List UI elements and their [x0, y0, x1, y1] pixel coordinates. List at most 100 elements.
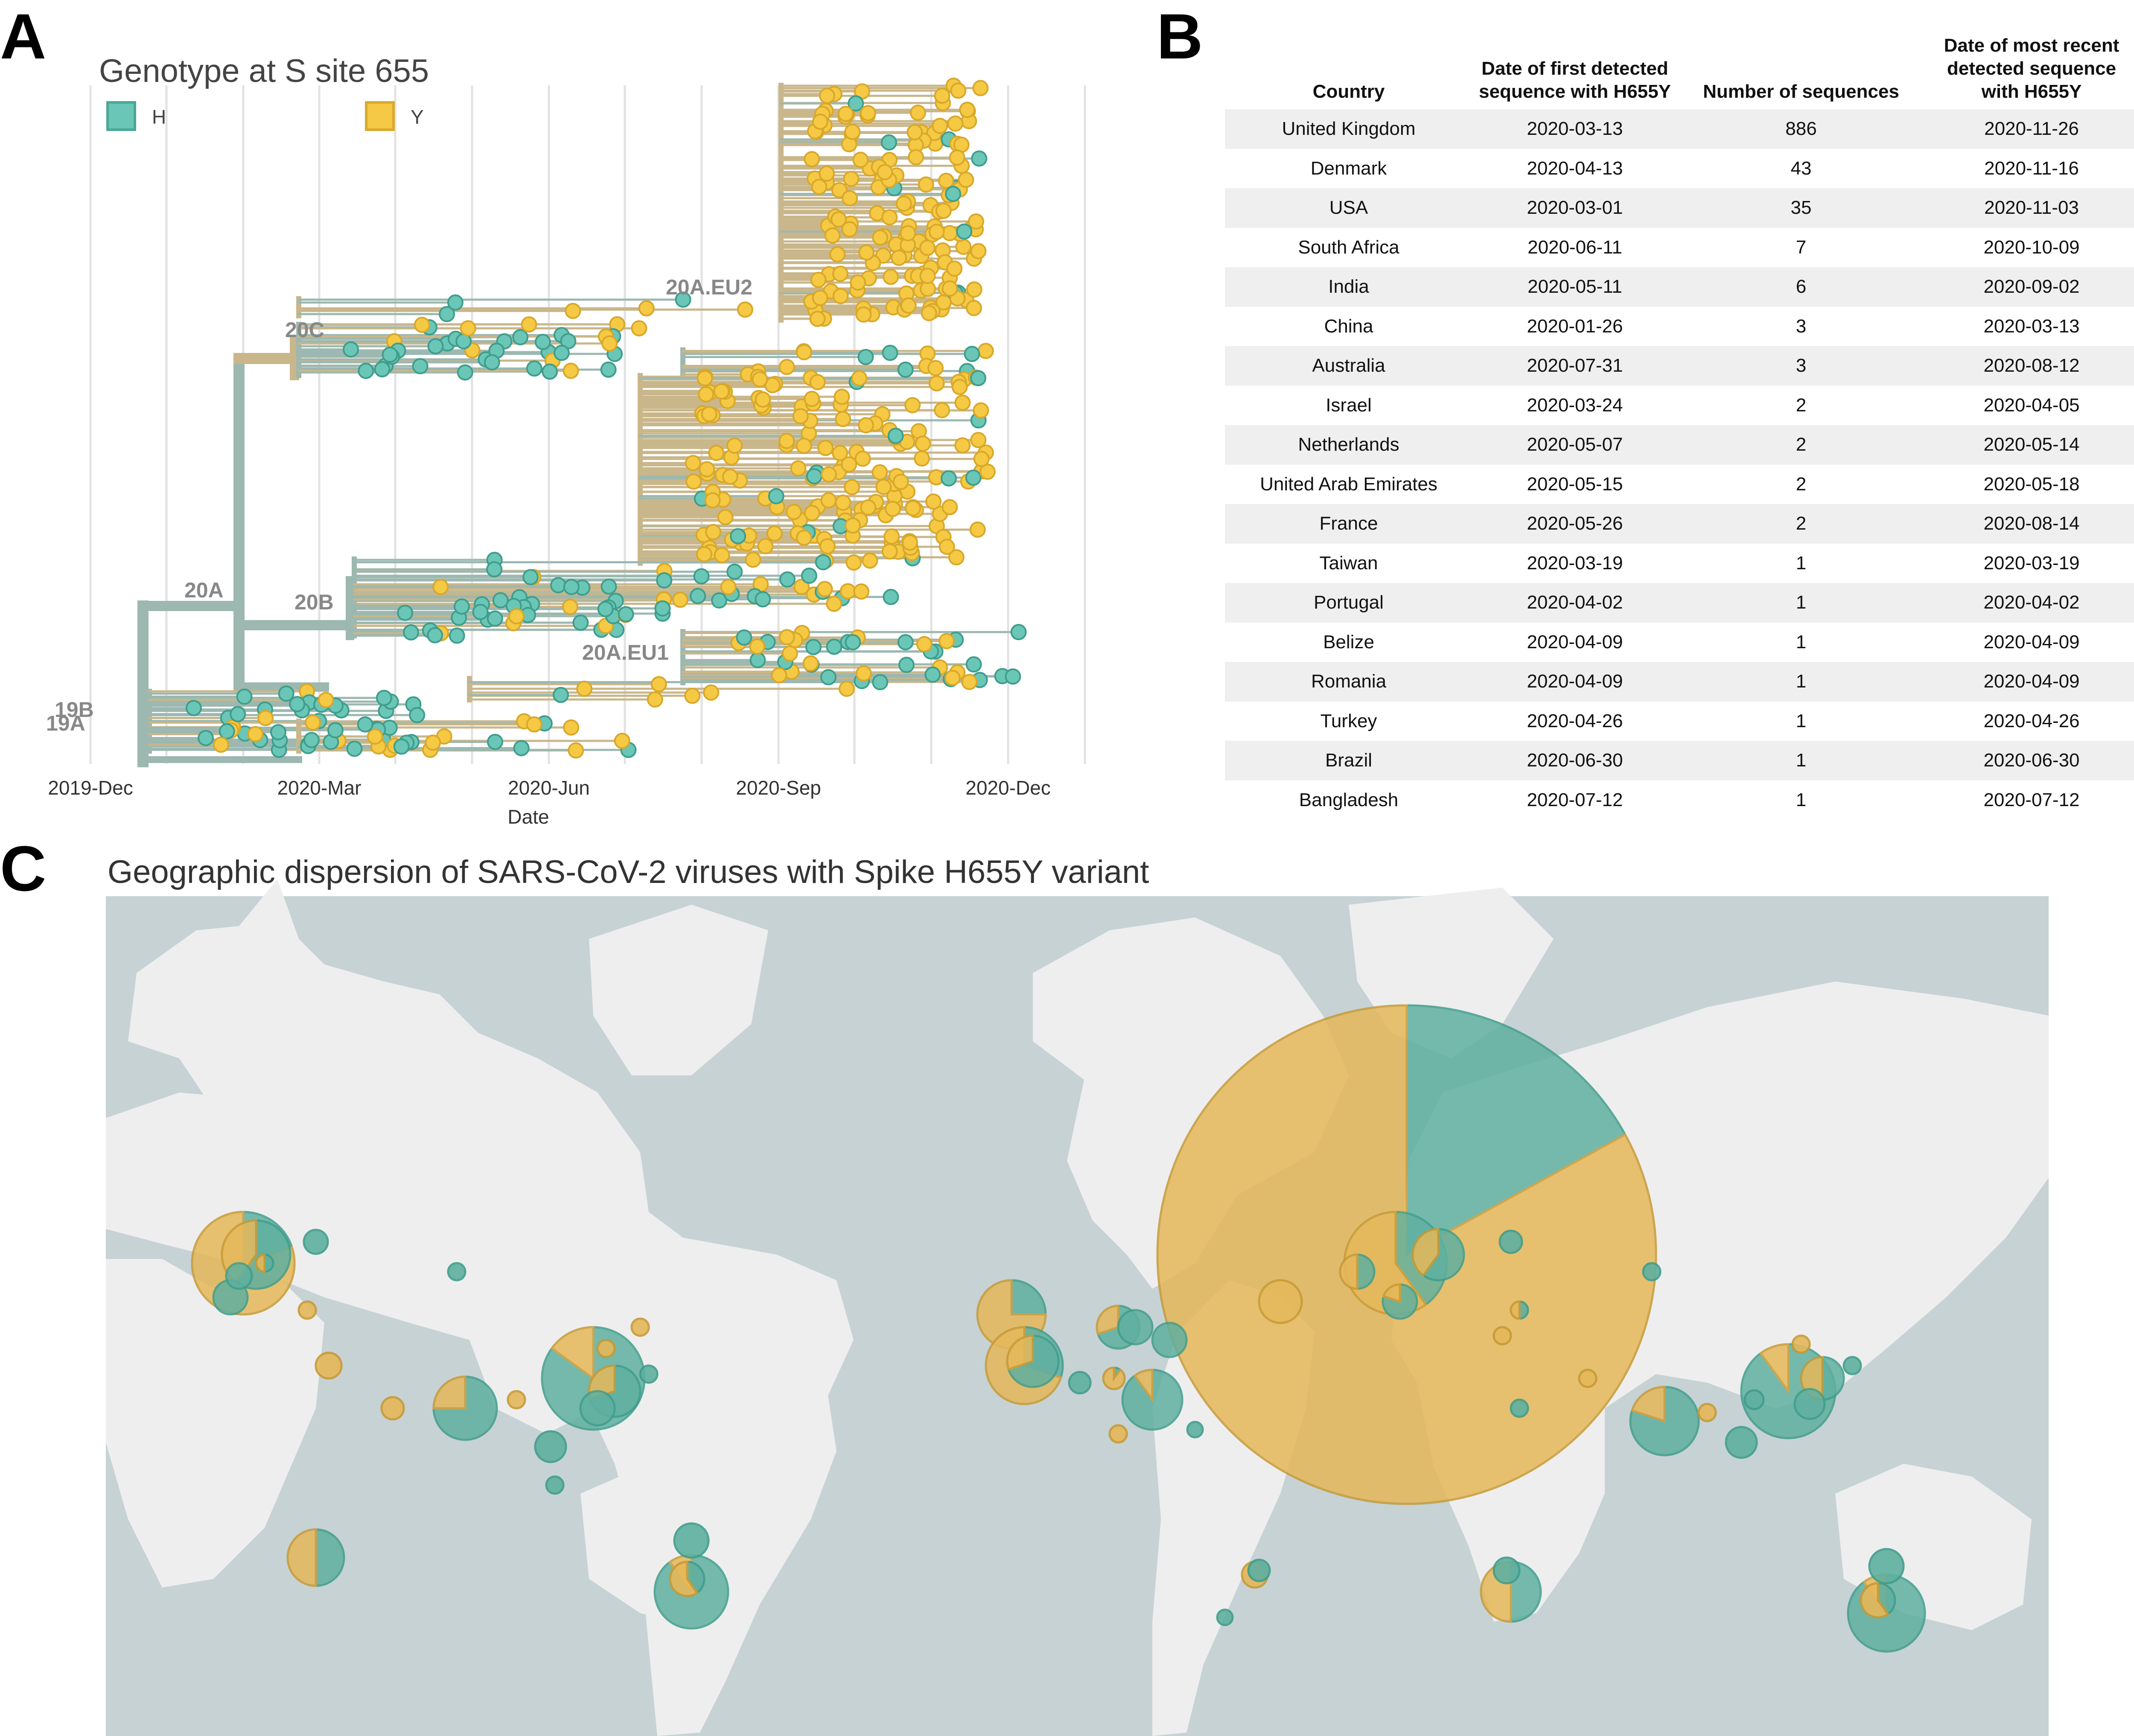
- tip-genotype-y: [796, 344, 812, 361]
- tip-genotype-h: [654, 600, 671, 617]
- tip-genotype-h: [820, 669, 837, 685]
- tip-genotype-y: [979, 463, 996, 480]
- tip-genotype-y: [838, 681, 855, 697]
- map-pie: [534, 1430, 567, 1463]
- pie-slice-h: [673, 1522, 710, 1559]
- table-cell: 3: [1677, 306, 1925, 346]
- tip-genotype-y: [852, 151, 869, 168]
- tip-genotype-y: [213, 737, 229, 753]
- table-cell: 2020-03-01: [1472, 188, 1677, 228]
- tip-genotype-y: [812, 290, 828, 306]
- panel-c: C Geographic dispersion of SARS-CoV-2 vi…: [0, 836, 2134, 1736]
- table-cell: 2020-11-03: [1925, 188, 2134, 228]
- tip-genotype-h: [487, 610, 503, 627]
- map-pie: [1186, 1421, 1204, 1439]
- tip-genotype-h: [553, 344, 570, 361]
- tip-genotype-y: [842, 190, 858, 207]
- tip-genotype-y: [892, 473, 909, 490]
- tip-genotype-h: [376, 690, 392, 706]
- map-pie: [1725, 1426, 1758, 1459]
- pie-slice-y: [1133, 1369, 1154, 1403]
- pie-slice-h: [534, 1430, 567, 1463]
- tip-genotype-y: [972, 80, 989, 96]
- pie-slice-y: [1102, 1366, 1126, 1390]
- tip-genotype-h: [815, 554, 831, 571]
- tip-genotype-h: [572, 615, 589, 631]
- tip-genotype-y: [778, 433, 795, 449]
- tip-genotype-h: [726, 563, 743, 580]
- tip-genotype-h: [397, 605, 414, 621]
- tip-genotype-y: [966, 281, 982, 298]
- tip-genotype-y: [927, 360, 944, 376]
- map-pie: [1117, 1309, 1154, 1346]
- tip-genotype-y: [786, 504, 802, 520]
- map-pie: [1578, 1369, 1598, 1388]
- map-pie: [1339, 1253, 1376, 1290]
- table-cell: 1: [1677, 701, 1925, 741]
- tip-genotype-y: [563, 362, 579, 379]
- tip-genotype-y: [908, 149, 924, 166]
- table-cell: Netherlands: [1225, 425, 1472, 465]
- table-cell: 2020-05-11: [1472, 267, 1677, 307]
- tip-genotype-h: [779, 571, 796, 588]
- map-pie: [1493, 1326, 1512, 1346]
- tip-genotype-y: [726, 437, 743, 454]
- tip-genotype-h: [970, 370, 986, 387]
- tip-genotype-y: [318, 692, 334, 708]
- table-cell: 2020-03-24: [1472, 385, 1677, 425]
- tip-genotype-h: [897, 361, 914, 378]
- tip-genotype-y: [857, 417, 874, 434]
- tip-genotype-y: [862, 552, 878, 569]
- tip-genotype-h: [675, 291, 691, 308]
- tip-genotype-y: [969, 521, 986, 538]
- pie-slice-y: [1258, 1279, 1303, 1324]
- tip-genotype-y: [820, 492, 837, 509]
- map-pie: [297, 1300, 317, 1320]
- table-cell: 2020-06-30: [1472, 741, 1677, 781]
- table-cell: 2020-03-19: [1925, 543, 2134, 583]
- pie-slice-y: [550, 1326, 595, 1381]
- map-pie: [1697, 1403, 1717, 1422]
- tip-genotype-y: [950, 82, 967, 99]
- table-cell: 3: [1677, 346, 1925, 386]
- tip-genotype-y: [720, 579, 737, 595]
- table-cell: 2020-04-05: [1925, 385, 2134, 425]
- table-cell: South Africa: [1225, 227, 1472, 267]
- tip-genotype-y: [701, 406, 717, 422]
- tip-genotype-y: [895, 195, 912, 212]
- tip-genotype-h: [393, 738, 410, 755]
- tip-genotype-y: [934, 402, 950, 419]
- tip-genotype-h: [402, 624, 419, 641]
- tip-genotype-h: [534, 334, 551, 350]
- tip-genotype-h: [219, 723, 235, 740]
- pie-slice-y: [630, 1317, 650, 1337]
- tip-genotype-h: [457, 364, 473, 381]
- tree-tips: [185, 77, 1027, 759]
- tip-genotype-y: [872, 229, 889, 246]
- tip-genotype-h: [880, 134, 897, 151]
- clade-label: 19B: [55, 698, 94, 722]
- tip-genotype-y: [970, 432, 987, 449]
- pie-slice-y: [669, 1561, 699, 1597]
- tip-genotype-y: [910, 105, 926, 121]
- table-cell: Bangladesh: [1225, 780, 1472, 820]
- tip-genotype-h: [965, 469, 982, 486]
- tip-genotype-h: [512, 329, 529, 346]
- table-cell: 2020-08-14: [1925, 504, 2134, 544]
- tip-genotype-y: [305, 714, 321, 731]
- tip-genotype-y: [891, 250, 907, 266]
- table-cell: China: [1225, 306, 1472, 346]
- table-cell: 2020-03-19: [1472, 543, 1677, 583]
- table-cell: 2020-04-02: [1925, 583, 2134, 623]
- tip-genotype-y: [796, 530, 812, 546]
- tip-genotype-y: [855, 306, 872, 323]
- map-pie: [1151, 1322, 1188, 1358]
- tip-genotype-h: [472, 603, 489, 620]
- tip-genotype-y: [568, 742, 584, 759]
- tip-genotype-y: [752, 371, 768, 387]
- tip-genotype-h: [412, 358, 429, 375]
- tip-genotype-h: [303, 732, 320, 749]
- table-cell: 2: [1677, 504, 1925, 544]
- tip-genotype-y: [858, 244, 875, 261]
